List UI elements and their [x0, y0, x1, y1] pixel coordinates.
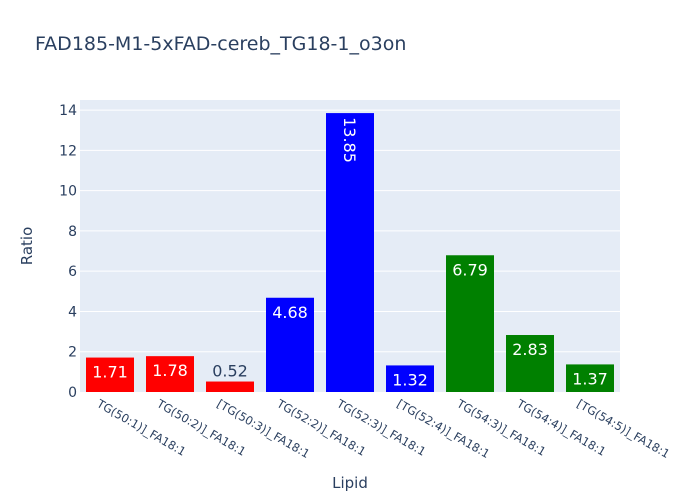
y-tick-label: 4 [68, 304, 77, 320]
bar-value-label: 1.78 [152, 361, 188, 380]
bar [326, 113, 374, 392]
bars [86, 113, 614, 392]
y-tick-label: 8 [68, 224, 77, 240]
y-tick-label: 10 [59, 184, 77, 200]
y-tick-label: 0 [68, 385, 77, 401]
bar-value-label: 2.83 [512, 340, 548, 359]
y-tick-label: 14 [59, 103, 77, 119]
bar [446, 255, 494, 392]
bar-value-label: 13.85 [340, 117, 359, 163]
x-axis-ticks: TG(50:1)]_FA18:1TG(50:2)]_FA18:1[TG(50:3… [94, 396, 673, 461]
bar [266, 297, 314, 392]
bar-value-label: 1.37 [572, 369, 608, 388]
chart-title: FAD185-M1-5xFAD-cereb_TG18-1_o3on [35, 33, 406, 55]
bar-value-label: 1.32 [392, 370, 428, 389]
bar [146, 356, 194, 392]
y-axis-ticks: 0 2 4 6 8 10 12 14 [59, 103, 77, 401]
bar-value-label: 1.71 [92, 363, 128, 382]
bar [386, 365, 434, 392]
bar [506, 335, 554, 392]
bar-value-label: 0.52 [212, 362, 248, 381]
bar [566, 364, 614, 392]
bar [86, 357, 134, 392]
y-tick-label: 2 [68, 345, 77, 361]
bar [206, 381, 254, 392]
bar-value-label: 6.79 [452, 260, 488, 279]
y-tick-label: 12 [59, 143, 77, 159]
bar-value-labels: 1.71 1.78 0.52 4.68 13.85 1.32 6.79 2.83 1.37 [92, 117, 608, 389]
bar-value-label: 4.68 [272, 303, 308, 322]
y-axis-title: Ratio [18, 227, 36, 266]
y-tick-label: 6 [68, 264, 77, 280]
x-axis-title: Lipid [332, 474, 368, 492]
